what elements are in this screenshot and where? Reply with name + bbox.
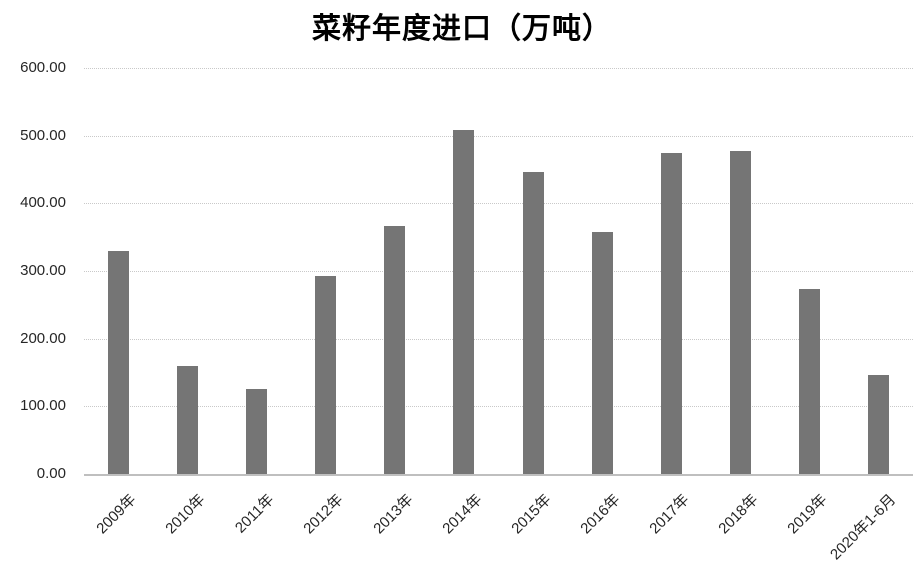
y-tick-label: 600.00	[20, 59, 66, 76]
y-tick-label: 200.00	[20, 329, 66, 347]
gridline	[84, 135, 913, 137]
bar-2013年	[384, 226, 406, 474]
x-tick-label: 2013年	[369, 491, 417, 538]
x-tick-label: 2009年	[93, 491, 140, 538]
y-tick-label: 300.00	[20, 262, 66, 279]
plot-area	[84, 68, 913, 476]
bar-2010年	[177, 366, 199, 474]
x-tick-label: 2015年	[507, 491, 555, 538]
x-tick-label: 2012年	[300, 491, 347, 538]
bar-2011年	[246, 388, 268, 474]
bar-2019年	[798, 288, 820, 474]
bar-2018年	[729, 150, 751, 474]
x-tick-label: 2019年	[784, 491, 831, 538]
bar-2017年	[660, 152, 682, 474]
bar-2015年	[522, 171, 544, 474]
x-tick-label: 2011年	[232, 491, 278, 537]
gridline	[84, 338, 913, 340]
x-tick-label: 2014年	[438, 491, 486, 538]
bar-2016年	[591, 232, 613, 474]
x-tick-label: 2020年1-6月	[827, 491, 900, 564]
y-tick-label: 400.00	[20, 194, 66, 212]
gridline	[84, 203, 913, 205]
gridline	[84, 271, 913, 272]
bar-2012年	[315, 275, 337, 474]
bar-2014年	[453, 130, 475, 474]
y-tick-label: 100.00	[20, 397, 66, 415]
x-tick-label: 2016年	[577, 491, 624, 538]
x-tick-label: 2010年	[162, 491, 209, 538]
bar-2020年1-6月	[867, 374, 889, 474]
y-tick-label: 0.00	[36, 465, 66, 482]
y-tick-label: 500.00	[20, 126, 66, 144]
gridline	[84, 406, 913, 408]
chart-title: 菜籽年度进口（万吨）	[311, 11, 612, 45]
x-tick-label: 2017年	[646, 491, 693, 538]
gridline	[84, 68, 913, 69]
bar-2009年	[108, 251, 130, 474]
x-tick-label: 2018年	[715, 491, 762, 538]
